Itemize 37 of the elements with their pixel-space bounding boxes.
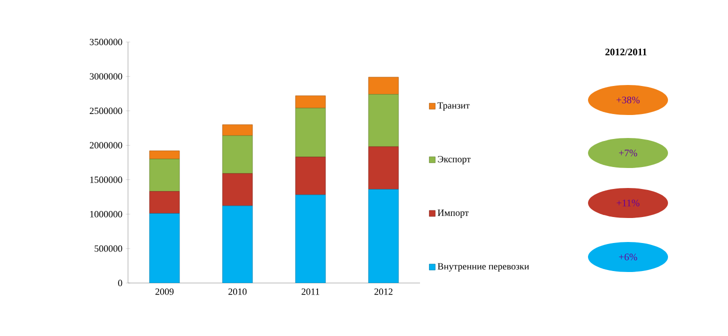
y-tick-label: 0 [118, 280, 122, 286]
y-tick-label: 3000000 [90, 73, 122, 80]
legend-label: Транзит [438, 102, 470, 111]
y-tick-label: 1500000 [90, 176, 122, 183]
bar [149, 191, 180, 214]
bar [149, 158, 180, 192]
x-tick-label: 2009 [155, 288, 174, 295]
y-tick-label: 500000 [94, 245, 122, 252]
bar [222, 173, 253, 206]
bar [222, 124, 253, 136]
text: +11% [616, 200, 640, 206]
bar [368, 76, 399, 95]
y-tick-label: 1000000 [90, 210, 122, 218]
legend-label: Внутренние перевозки [438, 263, 529, 272]
bar [368, 189, 399, 283]
bar [368, 146, 399, 190]
bar [295, 156, 326, 196]
x-tick-label: 2011 [302, 288, 320, 295]
bar [222, 206, 253, 283]
x-tick-label: 2010 [228, 288, 247, 295]
bar [149, 150, 180, 160]
bar [295, 108, 326, 158]
bar [295, 194, 326, 283]
x-tick-label: 2012 [374, 288, 392, 295]
bar [222, 135, 253, 174]
bar [295, 96, 326, 108]
y-tick-label: 3500000 [90, 38, 122, 46]
bar [149, 213, 180, 283]
y-tick-label: 2000000 [90, 142, 122, 148]
text: +7% [619, 150, 638, 156]
text: +6% [619, 254, 638, 260]
text: +38% [616, 96, 640, 104]
bar [368, 94, 399, 147]
y-tick-label: 2500000 [90, 108, 122, 114]
text: 2012/2011 [605, 48, 647, 56]
legend-label: Экспорт [438, 156, 471, 164]
legend-label: Импорт [438, 210, 469, 218]
